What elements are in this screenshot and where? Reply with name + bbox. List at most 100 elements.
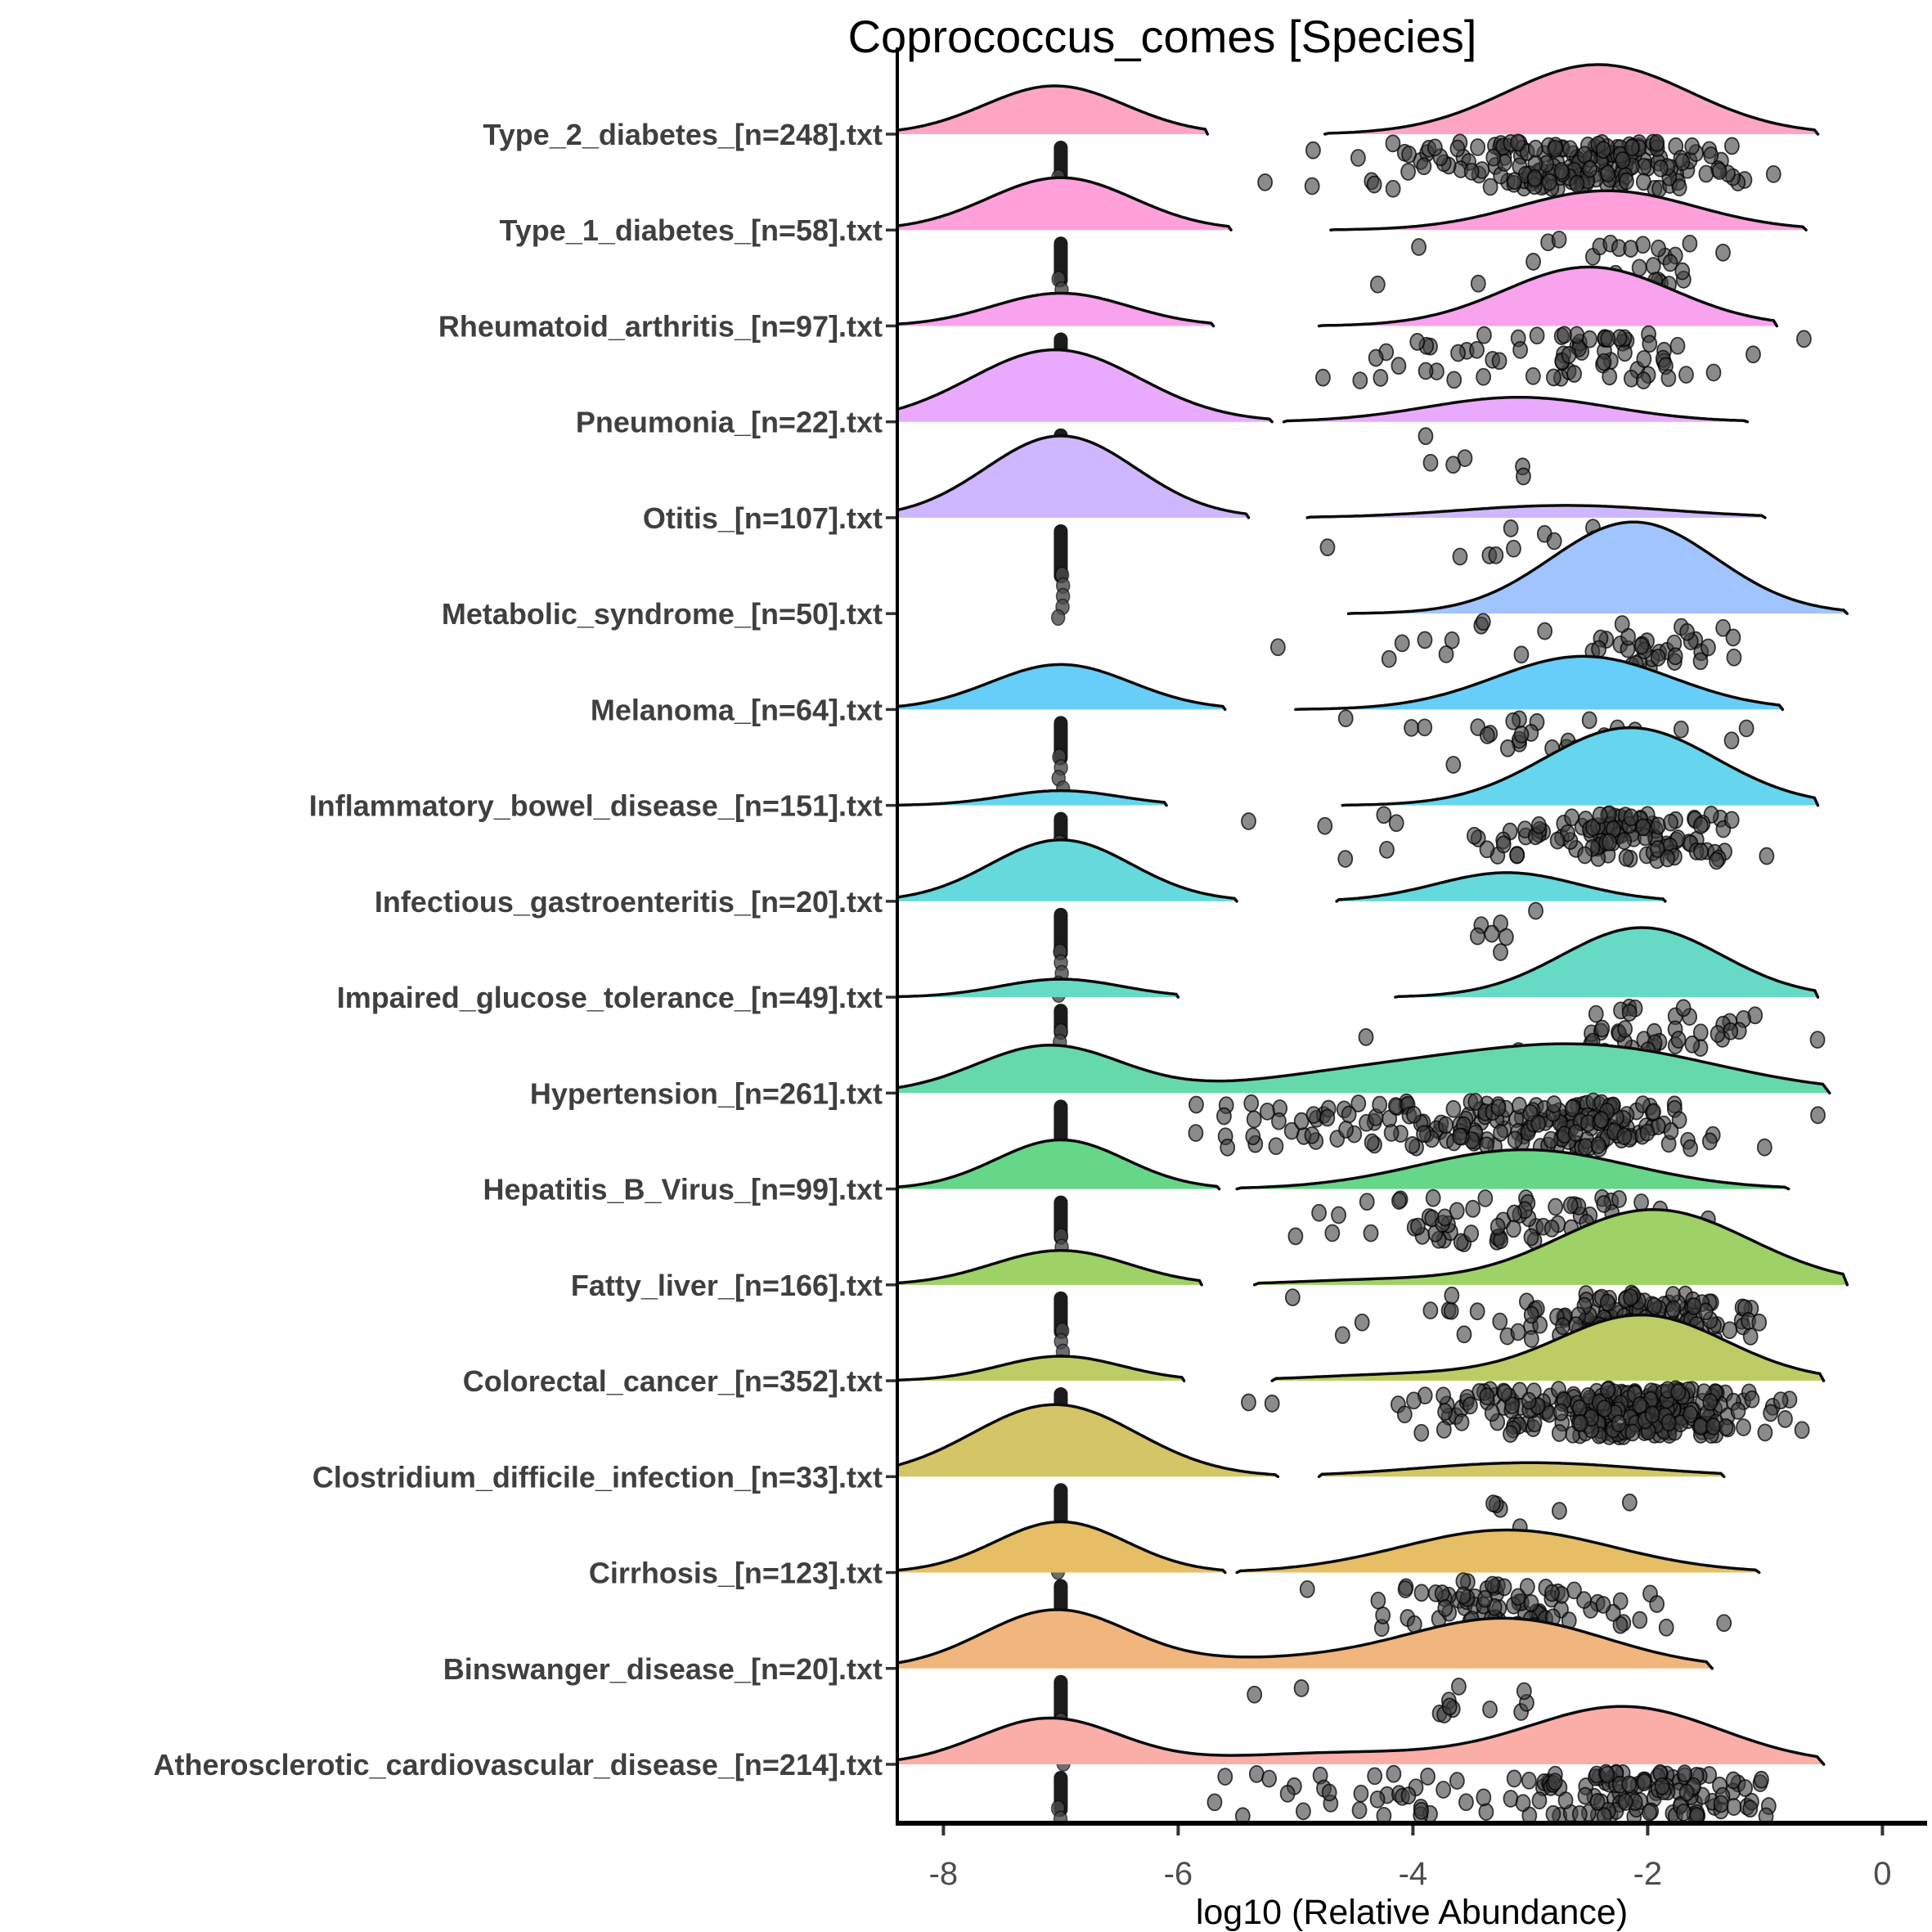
sample-point <box>1700 638 1716 657</box>
sample-point <box>1772 1391 1789 1410</box>
density-outline <box>896 176 1233 231</box>
sample-point <box>1503 519 1519 537</box>
sample-point <box>1571 1804 1588 1823</box>
sample-point <box>1445 456 1462 474</box>
sample-point <box>1730 1401 1746 1420</box>
sample-point <box>1422 453 1439 472</box>
sample-point <box>1725 1771 1741 1790</box>
sample-point <box>1338 1121 1354 1139</box>
sample-point <box>1592 806 1608 824</box>
sample-point <box>1413 1423 1430 1442</box>
sample-point <box>1671 178 1687 197</box>
sample-point <box>1678 366 1694 384</box>
density-outline <box>896 1249 1203 1287</box>
density-outline <box>896 1138 1221 1191</box>
sample-point <box>1373 369 1389 387</box>
sample-point <box>1571 1399 1588 1418</box>
density-fill <box>1283 397 1748 422</box>
ridge-row <box>896 348 1750 514</box>
sample-point <box>1305 141 1321 160</box>
sample-point <box>1304 1126 1320 1144</box>
sample-point <box>1503 1425 1518 1444</box>
sample-point <box>1397 1580 1413 1599</box>
sample-point <box>1484 1404 1500 1422</box>
sample-point <box>1596 1400 1612 1418</box>
y-axis: Type_2_diabetes_[n=248].txt Type_1_diabet… <box>154 118 897 1781</box>
density-fill <box>1337 872 1665 901</box>
sample-point <box>1188 1124 1204 1143</box>
sample-point <box>1366 175 1382 194</box>
sample-point <box>1596 1807 1612 1824</box>
sample-point <box>1663 1121 1679 1140</box>
sample-point <box>1394 634 1410 653</box>
sample-point <box>1678 1783 1695 1802</box>
sample-point <box>1600 1381 1615 1400</box>
sample-point <box>1241 1393 1256 1412</box>
sample-point <box>1716 1614 1732 1633</box>
sample-point <box>1479 840 1495 859</box>
sample-point <box>1577 1138 1593 1156</box>
density-outline <box>1235 1148 1790 1191</box>
sample-point <box>1510 1323 1526 1341</box>
sample-point <box>1682 234 1698 253</box>
sample-point <box>1485 1575 1500 1594</box>
sample-point <box>1475 613 1491 631</box>
sample-point <box>1683 1139 1698 1157</box>
sample-point <box>1498 928 1514 946</box>
sample-point <box>1369 1790 1386 1808</box>
sample-point <box>1438 1116 1453 1134</box>
sample-point <box>1453 1413 1470 1431</box>
sample-point <box>1746 345 1761 364</box>
density-fill <box>896 293 1214 326</box>
y-tick-label: Otitis_[n=107].txt <box>643 501 883 535</box>
sample-point <box>1521 1771 1537 1790</box>
sample-point <box>1523 1594 1539 1612</box>
density-outline <box>896 1355 1186 1382</box>
sample-point <box>1611 1414 1627 1433</box>
sample-point <box>1619 172 1634 191</box>
sample-point <box>1241 812 1256 830</box>
sample-point <box>1588 1004 1604 1023</box>
sample-point <box>1400 163 1416 181</box>
sample-point <box>1420 1768 1436 1786</box>
sample-point <box>1363 1224 1379 1242</box>
sample-point <box>1632 1611 1648 1629</box>
sample-point <box>1662 254 1678 272</box>
sample-point <box>1599 1765 1615 1784</box>
sample-point <box>1572 1414 1588 1432</box>
sample-point <box>1551 230 1567 249</box>
sample-point <box>1636 1773 1652 1791</box>
sample-point <box>1684 137 1701 155</box>
sample-point <box>1401 145 1418 164</box>
y-tick-label: Clostridium_difficile_infection_[n=33].t… <box>312 1460 883 1494</box>
sample-point <box>1507 172 1523 191</box>
sample-point <box>1546 1095 1562 1113</box>
sample-point <box>1763 1404 1779 1422</box>
density-outline <box>896 1705 1826 1766</box>
ridge-row <box>896 1705 1826 1824</box>
sample-point <box>1497 1383 1513 1402</box>
sample-point <box>1391 1192 1407 1210</box>
sample-point <box>1692 816 1709 835</box>
sample-point <box>1444 1286 1460 1305</box>
sample-point <box>1552 1502 1567 1520</box>
sample-point <box>1660 369 1677 388</box>
sample-point <box>1458 1793 1474 1812</box>
sample-point <box>1557 326 1572 344</box>
sample-point <box>1370 1591 1386 1610</box>
density-outline <box>1294 654 1785 712</box>
sample-point <box>1561 345 1577 364</box>
density-outline <box>896 1042 1831 1095</box>
sample-point <box>1422 1301 1439 1320</box>
sample-point <box>1576 1591 1592 1610</box>
sample-point <box>1220 1138 1236 1157</box>
sample-point <box>1677 1764 1692 1783</box>
sample-point <box>1470 138 1485 156</box>
plot-title: Coprococcus_comes [Species] <box>848 11 1477 62</box>
sample-point <box>1476 326 1492 344</box>
sample-point <box>1543 1130 1559 1149</box>
sample-point <box>1406 1105 1422 1124</box>
sample-point <box>1484 924 1500 943</box>
sample-point <box>1188 1095 1204 1114</box>
density-fill <box>896 86 1208 134</box>
